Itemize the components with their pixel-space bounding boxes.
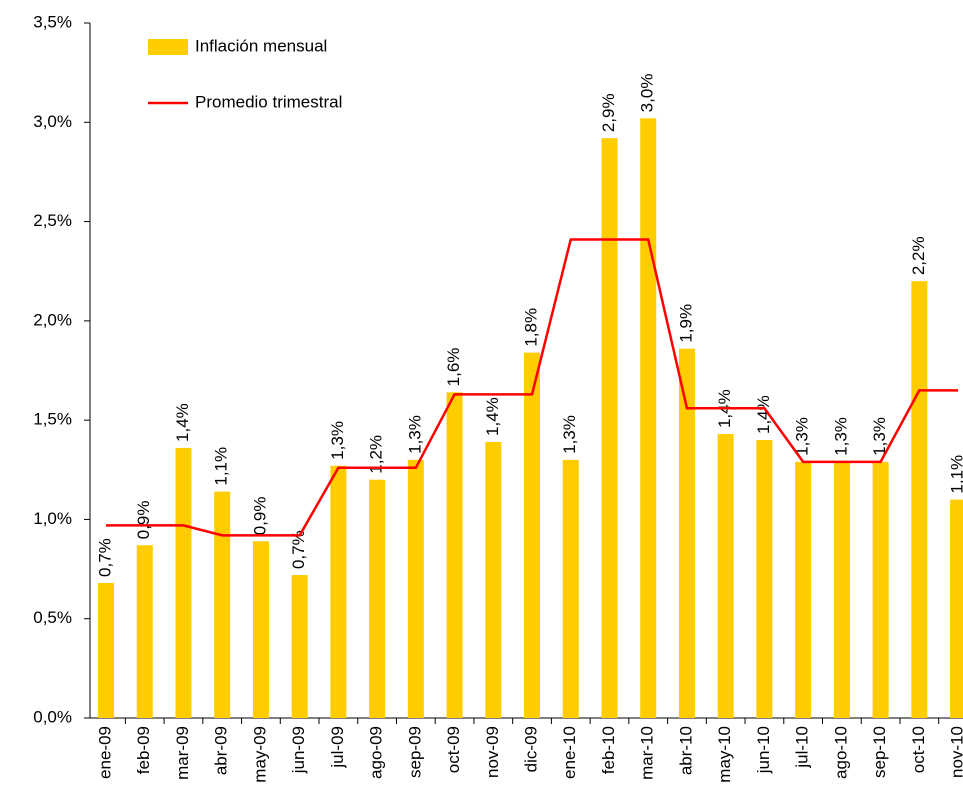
- bar: [950, 499, 963, 718]
- bar: [524, 352, 541, 718]
- bar: [291, 575, 308, 718]
- legend-label: Promedio trimestral: [195, 92, 342, 111]
- data-label: 1,3%: [793, 417, 812, 456]
- x-tick-label: ago-09: [367, 726, 386, 779]
- bar: [717, 434, 734, 718]
- data-label: 1,9%: [676, 304, 695, 343]
- x-tick-label: jul-09: [328, 726, 347, 769]
- legend-label: Inflación mensual: [195, 36, 327, 55]
- bar: [214, 491, 231, 718]
- x-tick-label: nov-10: [948, 726, 963, 778]
- bar: [640, 118, 657, 719]
- y-tick-label: 2,5%: [33, 211, 72, 230]
- bar: [98, 582, 114, 718]
- bar: [756, 440, 773, 718]
- data-label: 2,2%: [909, 236, 928, 275]
- y-tick-label: 3,5%: [33, 12, 72, 31]
- bar: [562, 459, 579, 718]
- bar: [407, 459, 424, 718]
- bar: [678, 348, 695, 718]
- data-label: 1,4%: [754, 395, 773, 434]
- legend-swatch: [148, 39, 188, 55]
- data-label: 0,9%: [250, 497, 269, 536]
- x-tick-label: dic-09: [522, 726, 541, 772]
- bar: [911, 281, 928, 718]
- y-tick-label: 1,5%: [33, 410, 72, 429]
- data-label: 1,3%: [831, 417, 850, 456]
- bar: [485, 441, 502, 718]
- x-tick-label: feb-10: [599, 726, 618, 774]
- x-tick-label: jun-09: [289, 726, 308, 774]
- data-label: 1,1%: [948, 455, 963, 494]
- bar: [795, 461, 812, 718]
- bar: [369, 479, 386, 718]
- x-tick-label: oct-09: [444, 726, 463, 773]
- trend-line: [106, 238, 959, 537]
- x-tick-label: mar-10: [638, 726, 657, 780]
- data-label: 1,8%: [522, 308, 541, 347]
- x-tick-label: ene-10: [560, 726, 579, 779]
- bar: [833, 461, 850, 718]
- data-label: 1,3%: [328, 421, 347, 460]
- x-tick-label: ene-09: [95, 726, 114, 779]
- y-tick-label: 0,0%: [33, 707, 72, 726]
- data-label: 2,9%: [599, 93, 618, 132]
- x-tick-label: may-09: [250, 726, 269, 783]
- x-tick-label: jul-10: [793, 726, 812, 769]
- y-tick-label: 3,0%: [33, 112, 72, 131]
- data-label: 1,1%: [212, 447, 231, 486]
- data-label: 0,7%: [95, 538, 114, 577]
- bar: [601, 138, 618, 718]
- bar: [446, 392, 463, 718]
- x-tick-label: may-10: [715, 726, 734, 783]
- x-tick-label: sep-10: [870, 726, 889, 778]
- data-label: 1,6%: [444, 348, 463, 387]
- data-label: 1,3%: [870, 417, 889, 456]
- data-label: 1,3%: [405, 415, 424, 454]
- x-tick-label: feb-09: [134, 726, 153, 774]
- x-tick-label: oct-10: [909, 726, 928, 773]
- x-tick-label: nov-09: [483, 726, 502, 778]
- y-tick-label: 0,5%: [33, 608, 72, 627]
- data-label: 1,3%: [560, 415, 579, 454]
- x-tick-label: jun-10: [754, 726, 773, 774]
- x-tick-label: mar-09: [173, 726, 192, 780]
- bar: [175, 447, 192, 718]
- data-label: 1,4%: [173, 403, 192, 442]
- x-tick-label: abr-10: [676, 726, 695, 775]
- y-tick-label: 1,0%: [33, 509, 72, 528]
- x-tick-label: ago-10: [831, 726, 850, 779]
- data-label: 0,9%: [134, 500, 153, 539]
- data-label: 1,4%: [483, 397, 502, 436]
- data-label: 0,7%: [289, 530, 308, 569]
- x-tick-label: sep-09: [405, 726, 424, 778]
- bar: [872, 461, 889, 718]
- data-label: 1,2%: [367, 435, 386, 474]
- y-tick-label: 2,0%: [33, 310, 72, 329]
- data-label: 3,0%: [638, 74, 657, 113]
- bar: [252, 541, 269, 718]
- x-tick-label: abr-09: [212, 726, 231, 775]
- bar: [136, 545, 153, 718]
- bar: [330, 465, 347, 718]
